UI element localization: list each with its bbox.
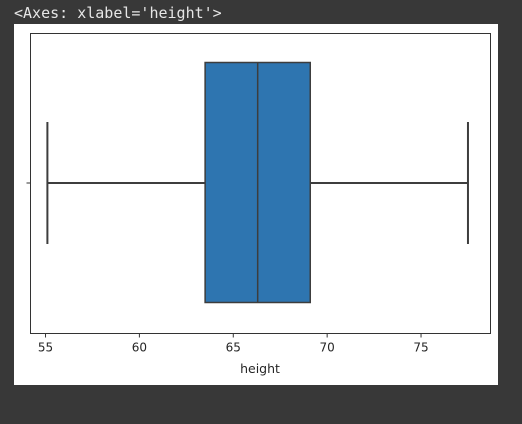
x-tick-label: 60 [132,341,147,355]
box-group [46,61,469,304]
x-tick-label: 75 [413,341,428,355]
x-tick-label: 70 [320,341,335,355]
figure-canvas: 55 60 65 70 75 height [14,24,498,385]
x-axis-ticks: 55 60 65 70 75 [26,182,429,355]
boxplot-chart: 55 60 65 70 75 height [26,33,491,376]
axes-repr-output: <Axes: xlabel='height'> [14,4,222,22]
x-tick-label: 65 [226,341,241,355]
x-tick-label: 55 [38,341,53,355]
x-axis-label: height [240,361,280,376]
